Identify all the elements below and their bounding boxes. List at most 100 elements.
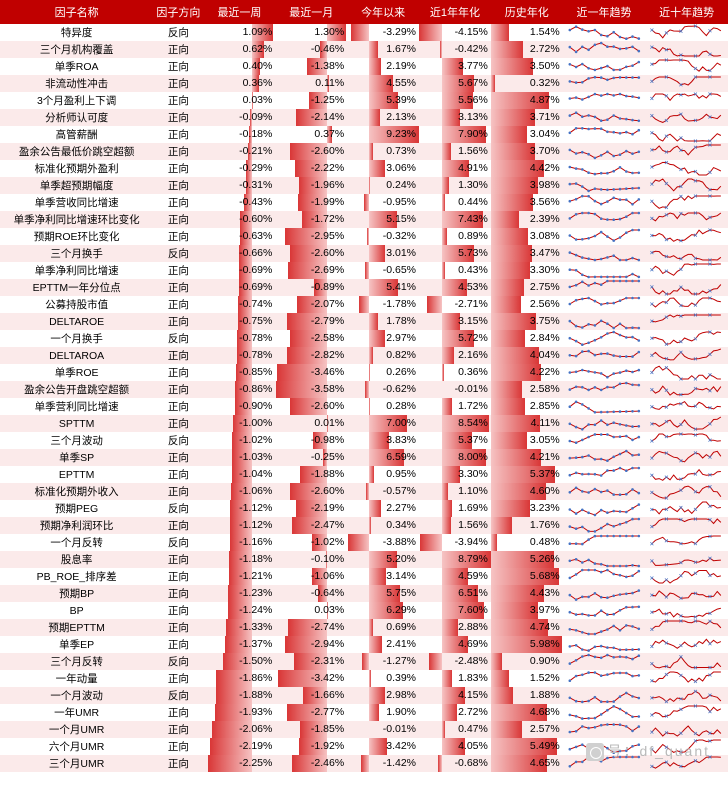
trend-10y [645, 364, 728, 381]
value-text: -1.37% [204, 636, 276, 653]
value-text: -2.71% [419, 296, 491, 313]
bar-cell: 5.49% [491, 738, 563, 755]
value-text: 2.72% [491, 41, 563, 58]
trend-1y [563, 432, 646, 449]
sparkline [645, 262, 728, 279]
value-text: 4.87% [491, 92, 563, 109]
factor-dir: 正向 [153, 313, 203, 330]
value-text: -0.95% [347, 194, 419, 211]
trend-1y [563, 755, 646, 772]
bar-cell: -0.95% [347, 194, 419, 211]
value-text: 0.26% [347, 364, 419, 381]
table-row: 单季ROA正向0.40%-1.38%2.19%3.77%3.50% [0, 58, 728, 75]
bar-cell: 4.43% [491, 585, 563, 602]
bar-cell: -2.60% [275, 143, 347, 160]
bar-cell: -2.25% [204, 755, 276, 772]
value-text: -0.42% [419, 41, 491, 58]
sparkline [563, 432, 646, 449]
value-text: 0.89% [419, 228, 491, 245]
sparkline [645, 313, 728, 330]
table-row: 预期PEG反向-1.12%-2.19%2.27%1.69%3.23% [0, 500, 728, 517]
trend-10y [645, 143, 728, 160]
sparkline [645, 347, 728, 364]
table-row: 非流动性冲击正向0.36%0.11%4.55%5.67%0.32% [0, 75, 728, 92]
bar-cell: -1.37% [204, 636, 276, 653]
value-text: 4.15% [419, 687, 491, 704]
value-text: -0.01% [419, 381, 491, 398]
value-text: -0.74% [204, 296, 276, 313]
value-text: 2.39% [491, 211, 563, 228]
value-text: -1.92% [275, 738, 347, 755]
trend-10y [645, 432, 728, 449]
bar-cell: 0.28% [347, 398, 419, 415]
sparkline [645, 75, 728, 92]
bar-cell: -0.69% [204, 262, 276, 279]
value-text: 0.73% [347, 143, 419, 160]
value-text: 1.83% [419, 670, 491, 687]
sparkline [645, 245, 728, 262]
value-text: -3.94% [419, 534, 491, 551]
bar-cell: -0.62% [347, 381, 419, 398]
bar-cell: -0.31% [204, 177, 276, 194]
bar-cell: -1.72% [275, 211, 347, 228]
value-text: 0.34% [347, 517, 419, 534]
factor-name: 高管薪酬 [0, 126, 153, 143]
trend-1y [563, 313, 646, 330]
bar-cell: 3.13% [419, 109, 491, 126]
table-row: 一年动量正向-1.86%-3.42%0.39%1.83%1.52% [0, 670, 728, 687]
value-text: -0.43% [204, 194, 276, 211]
factor-name: 一个月UMR [0, 721, 153, 738]
factor-name: 3个月盈利上下调 [0, 92, 153, 109]
factor-name: DELTAROE [0, 313, 153, 330]
value-text: 8.54% [419, 415, 491, 432]
sparkline [563, 619, 646, 636]
trend-1y [563, 245, 646, 262]
value-text: -0.60% [204, 211, 276, 228]
value-text: -0.68% [419, 755, 491, 772]
bar-cell: -2.58% [275, 330, 347, 347]
sparkline [563, 211, 646, 228]
factor-name: 三个月UMR [0, 755, 153, 772]
bar-cell: 7.90% [419, 126, 491, 143]
bar-cell: 3.30% [419, 466, 491, 483]
value-text: 3.71% [491, 109, 563, 126]
trend-10y [645, 704, 728, 721]
trend-10y [645, 177, 728, 194]
factor-name: SPTTM [0, 415, 153, 432]
table-row: 六个月UMR正向-2.19%-1.92%3.42%4.05%5.49% [0, 738, 728, 755]
bar-cell: 5.41% [347, 279, 419, 296]
value-text: 5.98% [491, 636, 563, 653]
trend-1y [563, 721, 646, 738]
factor-dir: 正向 [153, 364, 203, 381]
sparkline [645, 432, 728, 449]
value-text: 3.97% [491, 602, 563, 619]
bar-cell: 6.59% [347, 449, 419, 466]
bar-cell: 3.56% [491, 194, 563, 211]
value-text: -2.60% [275, 398, 347, 415]
value-text: -1.18% [204, 551, 276, 568]
value-text: 6.29% [347, 602, 419, 619]
factor-name: 单季SP [0, 449, 153, 466]
value-text: 7.43% [419, 211, 491, 228]
trend-1y [563, 466, 646, 483]
value-text: -0.63% [204, 228, 276, 245]
sparkline [645, 755, 728, 772]
value-text: -1.23% [204, 585, 276, 602]
value-text: 3.47% [491, 245, 563, 262]
value-text: 3.77% [419, 58, 491, 75]
factor-dir: 正向 [153, 296, 203, 313]
value-text: -1.66% [275, 687, 347, 704]
factor-table: 因子名称因子方向最近一周最近一月今年以来近1年年化历史年化近一年趋势近十年趋势 … [0, 0, 728, 772]
value-text: -3.88% [347, 534, 419, 551]
bar-cell: 4.53% [419, 279, 491, 296]
bar-cell: 3.15% [419, 313, 491, 330]
factor-dir: 正向 [153, 194, 203, 211]
sparkline [645, 41, 728, 58]
bar-cell: -1.38% [275, 58, 347, 75]
value-text: 0.40% [204, 58, 276, 75]
bar-cell: 4.11% [491, 415, 563, 432]
trend-10y [645, 500, 728, 517]
value-text: -2.31% [275, 653, 347, 670]
sparkline [645, 279, 728, 296]
value-text: 8.00% [419, 449, 491, 466]
